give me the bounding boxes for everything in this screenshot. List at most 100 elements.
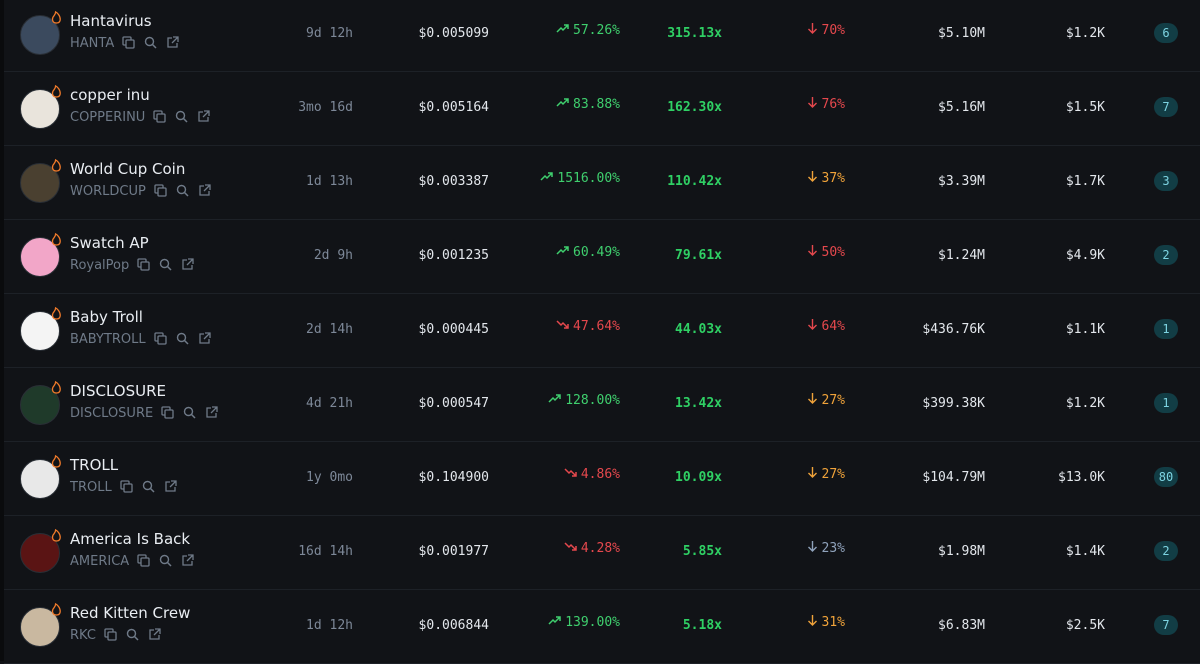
icon-shape bbox=[198, 111, 209, 122]
copy-button[interactable] bbox=[137, 258, 150, 271]
copy-button[interactable] bbox=[122, 36, 135, 49]
price-change-value: 4.86% bbox=[580, 467, 620, 482]
icon-shape bbox=[548, 616, 561, 625]
open-link-button[interactable] bbox=[148, 628, 161, 641]
drawdown: 64% bbox=[806, 318, 845, 335]
icon-shape bbox=[51, 454, 61, 468]
open-link-button[interactable] bbox=[198, 332, 211, 345]
trend-arrow bbox=[564, 468, 577, 477]
drop-arrow bbox=[807, 541, 817, 552]
price-change-value: 47.64% bbox=[573, 319, 620, 334]
multiplier: 110.42x bbox=[667, 174, 722, 189]
multiplier: 5.85x bbox=[682, 544, 722, 559]
token-age: 9d 12h bbox=[306, 26, 353, 41]
icon-shape bbox=[206, 407, 217, 418]
token-price: $0.104900 bbox=[418, 470, 489, 485]
icon-shape bbox=[203, 332, 211, 340]
copy-button[interactable] bbox=[154, 184, 167, 197]
price-change: 139.00% bbox=[548, 614, 620, 631]
icon-shape bbox=[564, 468, 577, 477]
table-row: DISCLOSURE DISCLOSURE 4d 21h $0.000547 128.0… bbox=[4, 368, 1200, 442]
icon-shape bbox=[202, 110, 210, 118]
icon-shape bbox=[556, 24, 569, 33]
count-badge[interactable]: 2 bbox=[1154, 541, 1178, 561]
icon-shape bbox=[157, 187, 167, 197]
token-name: TROLL bbox=[70, 456, 119, 474]
count-badge[interactable]: 6 bbox=[1154, 23, 1178, 43]
drawdown-value: 27% bbox=[821, 467, 845, 482]
multiplier: 44.03x bbox=[675, 322, 722, 337]
icon-shape bbox=[167, 561, 172, 567]
icon-shape bbox=[191, 413, 196, 419]
count-badge[interactable]: 7 bbox=[1154, 97, 1178, 117]
trend-arrow bbox=[540, 172, 554, 181]
count-badge[interactable]: 80 bbox=[1154, 467, 1178, 487]
search-button[interactable] bbox=[142, 480, 155, 493]
drawdown-value: 23% bbox=[821, 541, 845, 556]
copy-button[interactable] bbox=[120, 480, 133, 493]
open-link-button[interactable] bbox=[181, 258, 194, 271]
count-badge[interactable]: 1 bbox=[1154, 319, 1178, 339]
token-age: 1d 13h bbox=[306, 174, 353, 189]
token-age: 1d 12h bbox=[306, 618, 353, 633]
token-age: 2d 9h bbox=[313, 248, 353, 263]
token-age: 16d 14h bbox=[298, 544, 353, 559]
copy-button[interactable] bbox=[161, 406, 174, 419]
volume: $1.5K bbox=[1065, 100, 1105, 115]
open-link-button[interactable] bbox=[197, 110, 210, 123]
icon-shape bbox=[126, 628, 137, 639]
table-row: America Is Back AMERICA 16d 14h $0.001977 4.… bbox=[4, 516, 1200, 590]
drawdown-value: 50% bbox=[821, 245, 845, 260]
search-button[interactable] bbox=[144, 36, 157, 49]
copy-button[interactable] bbox=[153, 332, 167, 345]
drawdown: 27% bbox=[806, 466, 845, 483]
token-symbol: AMERICA bbox=[70, 554, 130, 569]
market-cap: $1.24M bbox=[938, 248, 985, 263]
search-button[interactable] bbox=[175, 110, 188, 123]
table-row: World Cup Coin WORLDCUP 1d 13h $0.003387 151… bbox=[4, 146, 1200, 220]
open-link-button[interactable] bbox=[181, 554, 194, 567]
count-badge[interactable]: 7 bbox=[1154, 615, 1178, 635]
open-link-button[interactable] bbox=[198, 184, 211, 197]
search-button[interactable] bbox=[126, 628, 139, 641]
count-badge[interactable]: 1 bbox=[1154, 393, 1178, 413]
search-button[interactable] bbox=[159, 554, 172, 567]
token-price: $0.005164 bbox=[418, 100, 489, 115]
count-badge[interactable]: 2 bbox=[1154, 245, 1178, 265]
icon-shape bbox=[51, 528, 61, 542]
icon-shape bbox=[165, 481, 176, 492]
drawdown-value: 27% bbox=[821, 393, 845, 408]
icon-shape bbox=[125, 39, 135, 49]
icon-shape bbox=[203, 184, 211, 192]
flame-icon bbox=[51, 84, 61, 98]
token-name: World Cup Coin bbox=[70, 160, 186, 178]
flame-icon bbox=[51, 232, 61, 246]
count-badge[interactable]: 3 bbox=[1154, 171, 1178, 191]
token-actions bbox=[153, 332, 211, 346]
open-link-button[interactable] bbox=[166, 36, 179, 49]
icon-shape bbox=[183, 191, 189, 197]
price-change: 1516.00% bbox=[540, 170, 620, 187]
token-actions bbox=[137, 554, 194, 568]
search-button[interactable] bbox=[176, 332, 189, 345]
copy-button[interactable] bbox=[104, 628, 117, 641]
icon-shape bbox=[169, 480, 177, 488]
search-button[interactable] bbox=[176, 184, 189, 197]
price-change: 60.49% bbox=[556, 244, 620, 261]
market-cap: $5.16M bbox=[938, 100, 985, 115]
flame-icon bbox=[51, 454, 61, 468]
icon-shape bbox=[186, 258, 194, 266]
open-link-button[interactable] bbox=[205, 406, 218, 419]
market-cap: $6.83M bbox=[938, 618, 985, 633]
search-button[interactable] bbox=[183, 406, 196, 419]
search-button[interactable] bbox=[159, 258, 172, 271]
open-link-button[interactable] bbox=[164, 480, 177, 493]
icon-shape bbox=[807, 467, 817, 478]
drawdown-value: 64% bbox=[821, 319, 845, 334]
icon-shape bbox=[149, 629, 160, 640]
icon-shape bbox=[51, 380, 61, 394]
copy-button[interactable] bbox=[137, 554, 150, 567]
multiplier: 79.61x bbox=[675, 248, 722, 263]
copy-button[interactable] bbox=[153, 110, 166, 123]
drawdown: 27% bbox=[806, 392, 845, 409]
